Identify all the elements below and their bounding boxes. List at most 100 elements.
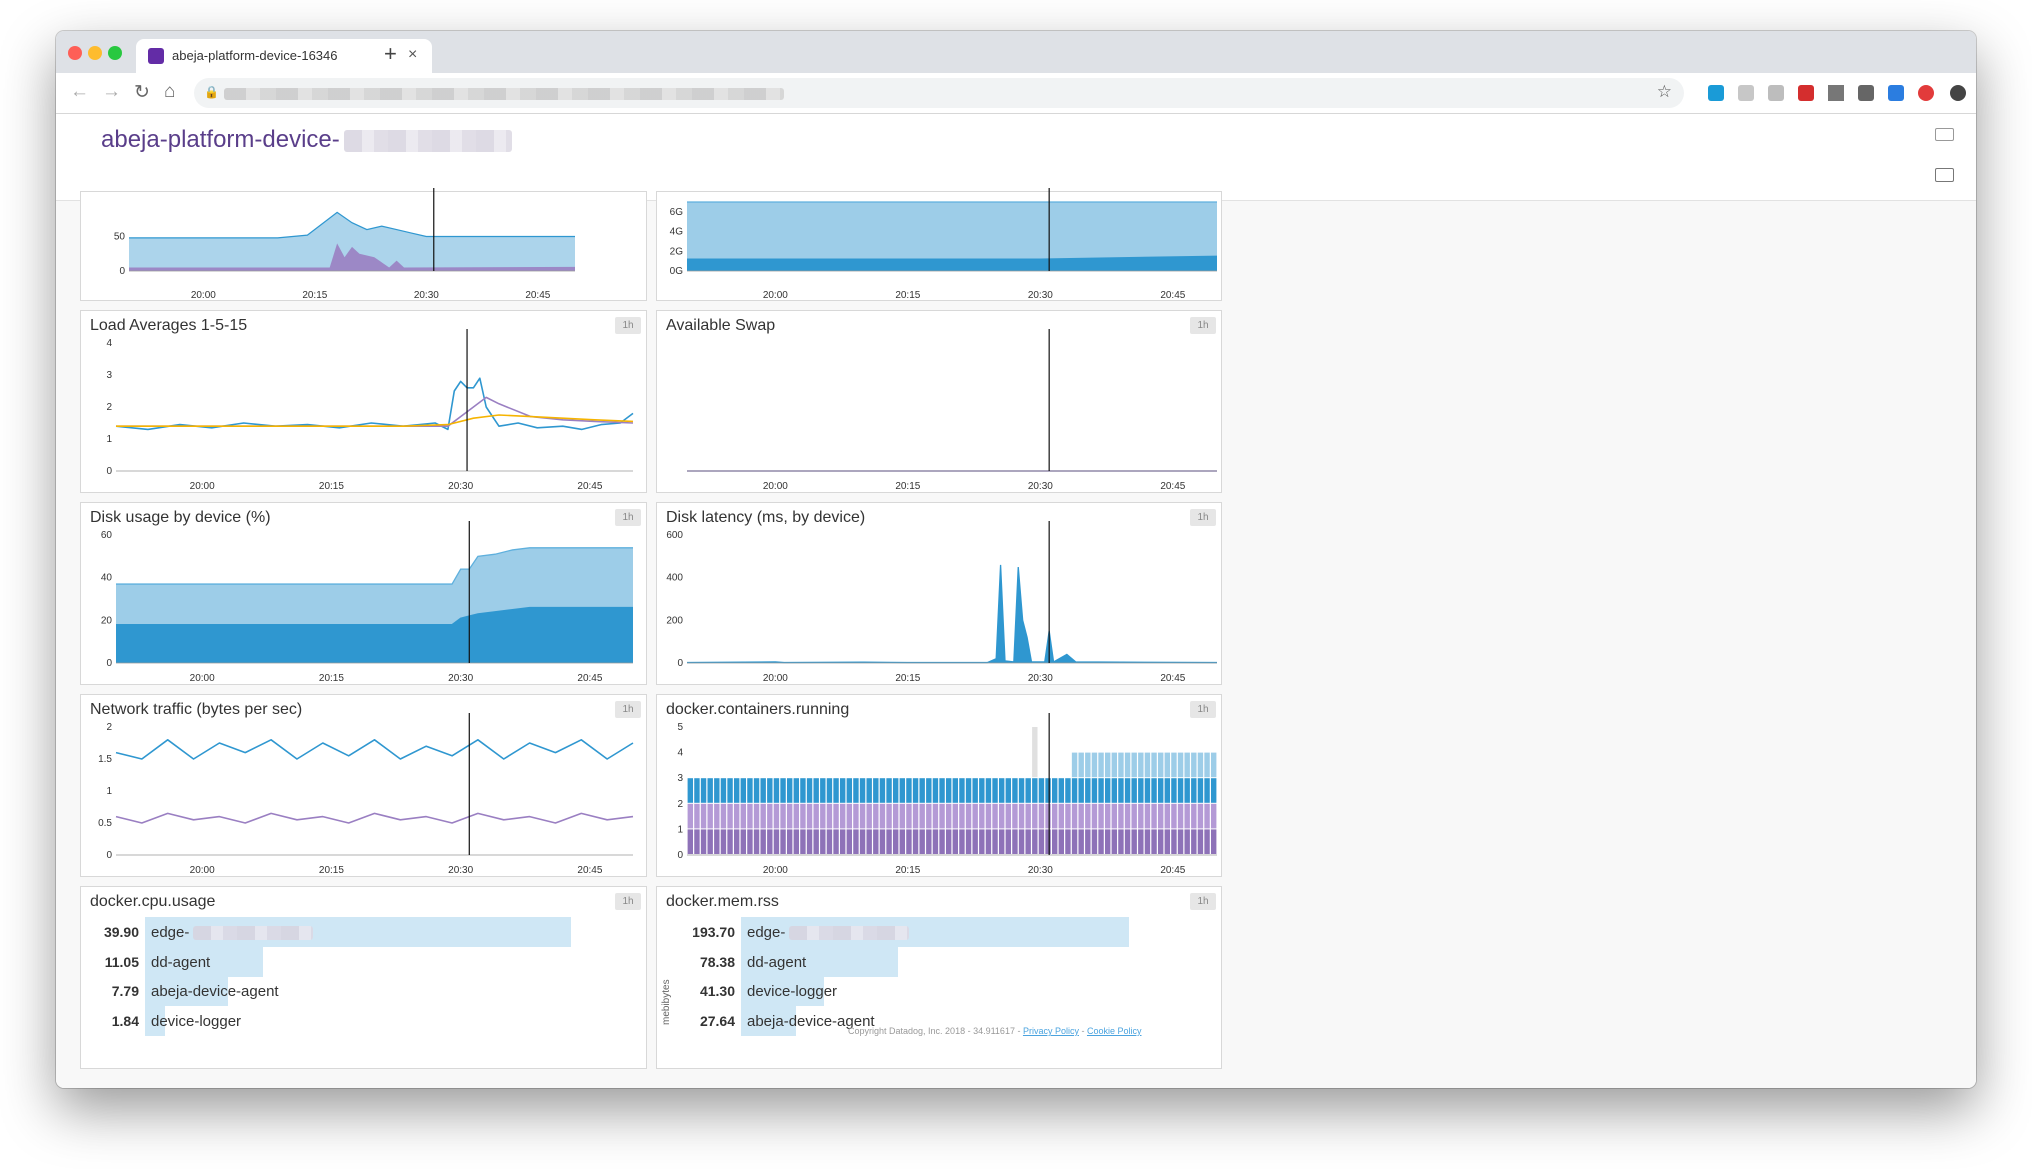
y-tick-label: 1 <box>106 786 112 797</box>
line-series <box>115 377 634 431</box>
lock-icon: 🔒 <box>204 85 219 99</box>
back-icon[interactable]: ← <box>70 81 89 102</box>
widget-memory-top[interactable]: 0G 2G 4G 6G 20:00 20:15 20:30 20:45 <box>656 188 1222 301</box>
container-bar <box>1191 778 1197 803</box>
container-bar <box>1071 829 1078 854</box>
container-bar <box>1038 829 1045 854</box>
container-bar <box>1184 752 1190 778</box>
x-tick-label: 20:00 <box>763 865 788 876</box>
widget-disk-latency[interactable]: Disk latency (ms, by device) 1h 0 200 400 6… <box>656 502 1222 685</box>
container-bar <box>1091 803 1098 829</box>
container-bar <box>1197 829 1204 854</box>
close-tab-icon[interactable]: × <box>408 46 418 63</box>
y-tick-label: 0 <box>119 266 125 277</box>
container-bar <box>733 778 740 803</box>
x-tick-label: 20:00 <box>190 481 215 492</box>
forward-icon[interactable]: → <box>102 81 121 102</box>
close-window-button[interactable] <box>68 46 82 60</box>
widget-network-traffic[interactable]: Network traffic (bytes per sec) 1h 0 0.5 1… <box>80 694 647 877</box>
y-tick-label: 0 <box>106 466 112 477</box>
home-icon[interactable]: ⌂ <box>164 81 176 102</box>
toplist-row[interactable]: 41.30 device-logger <box>657 976 1223 1006</box>
container-bar <box>952 803 959 829</box>
container-bar <box>714 829 720 854</box>
container-bar <box>1098 829 1104 854</box>
container-bar <box>820 803 826 829</box>
x-tick-label: 20:45 <box>577 865 602 876</box>
container-bar <box>1065 803 1071 829</box>
y-tick-label: 2 <box>677 799 683 810</box>
container-bar <box>1131 778 1137 803</box>
address-bar[interactable]: 🔒 ☆ <box>194 78 1684 108</box>
container-bar <box>1012 778 1018 803</box>
toplist-row[interactable]: 193.70 edge- <box>657 917 1223 947</box>
container-bar <box>826 803 833 829</box>
toplist-row[interactable]: 39.90 edge- <box>81 917 648 947</box>
reload-icon[interactable]: ↻ <box>134 82 150 103</box>
toplist-value: 78.38 <box>699 953 735 970</box>
new-tab-icon[interactable]: + <box>384 41 397 66</box>
container-bar <box>899 778 906 803</box>
toplist-value: 193.70 <box>692 924 735 940</box>
privacy-policy-link[interactable]: Privacy Policy <box>1022 1026 1079 1036</box>
container-bar <box>1131 752 1137 778</box>
container-bar <box>1111 752 1118 778</box>
container-bar <box>786 829 793 854</box>
chart-docker-containers-running: 0 1 2 3 4 5 20:00 20:15 20:30 20:45 <box>677 713 1217 876</box>
bookmark-star-icon[interactable]: ☆ <box>1656 82 1672 101</box>
extension-icon[interactable] <box>1738 85 1754 101</box>
container-bar <box>1038 778 1045 803</box>
extension-icon[interactable] <box>1888 85 1904 101</box>
container-bar <box>1197 778 1204 803</box>
toplist-row[interactable]: 11.05 dd-agent <box>81 946 648 977</box>
widget-docker-cpu-usage[interactable]: docker.cpu.usage 1h 39.90 edge- 11.05 dd-ag… <box>80 886 647 1069</box>
x-tick-label: 20:00 <box>191 290 216 301</box>
extension-icon[interactable] <box>1918 85 1934 101</box>
toplist-row[interactable]: 27.64 abeja-device-agent <box>657 1005 1223 1036</box>
zoom-window-button[interactable] <box>108 46 122 60</box>
container-bar <box>1177 752 1184 778</box>
minimize-window-button[interactable] <box>88 46 102 60</box>
timeframe-badge: 1h <box>1190 509 1216 526</box>
container-bar <box>945 778 952 803</box>
container-bar <box>886 778 892 803</box>
toolbar-avatar[interactable] <box>1950 85 1966 101</box>
container-bar <box>1210 803 1217 829</box>
toplist-row[interactable]: 7.79 abeja-device-agent <box>81 976 648 1006</box>
widget-cpu-top[interactable]: 0 50 20:00 20:15 20:30 20:45 <box>80 188 647 301</box>
container-bar <box>892 829 899 854</box>
container-bar <box>753 803 760 829</box>
x-tick-label: 20:30 <box>1028 865 1053 876</box>
keyboard-icon[interactable] <box>1935 128 1954 141</box>
container-bar <box>747 803 753 829</box>
extension-icon[interactable] <box>1708 85 1724 101</box>
toplist-row[interactable]: 1.84 device-logger <box>81 1005 648 1036</box>
widget-docker-containers-running[interactable]: docker.containers.running 1h 0 1 2 3 4 5 20:00… <box>656 694 1222 877</box>
extension-icon[interactable] <box>1768 85 1784 101</box>
container-bar <box>820 778 826 803</box>
container-bar <box>1210 829 1217 854</box>
extension-icon[interactable] <box>1858 85 1874 101</box>
copyright-footer: Copyright Datadog, Inc. 2018 - 34.911617… <box>848 1026 1142 1036</box>
widget-disk-usage[interactable]: Disk usage by device (%) 1h 0 20 40 60 20:00… <box>80 502 647 685</box>
container-bar <box>1012 803 1018 829</box>
cookie-policy-link[interactable]: Cookie Policy <box>1086 1026 1142 1036</box>
widget-docker-mem-rss[interactable]: docker.mem.rss 1h mebibytes 193.70 edge- 7… <box>656 886 1222 1069</box>
container-bar <box>1151 778 1157 803</box>
widget-load-averages[interactable]: Load Averages 1-5-15 1h 0 1 2 3 4 20:00 20:15 2… <box>80 310 647 493</box>
container-bar <box>1058 803 1065 829</box>
widget-available-swap[interactable]: Available Swap 1h 20:00 20:15 20:30 20:45 <box>656 310 1222 493</box>
browser-tab[interactable]: abeja-platform-device-16346 × <box>136 39 432 73</box>
y-tick-label: 40 <box>101 573 113 584</box>
redacted-host <box>343 129 512 152</box>
tv-mode-icon[interactable] <box>1935 168 1954 182</box>
container-bar <box>1018 778 1025 803</box>
toplist-bar <box>145 1005 165 1036</box>
toplist-row[interactable]: 78.38 dd-agent <box>657 946 1223 977</box>
extension-icon[interactable] <box>1828 85 1844 101</box>
extension-icon[interactable] <box>1798 85 1814 101</box>
container-bar <box>985 829 992 854</box>
container-bar <box>932 803 939 829</box>
container-bar <box>839 829 846 854</box>
container-bar <box>846 778 853 803</box>
